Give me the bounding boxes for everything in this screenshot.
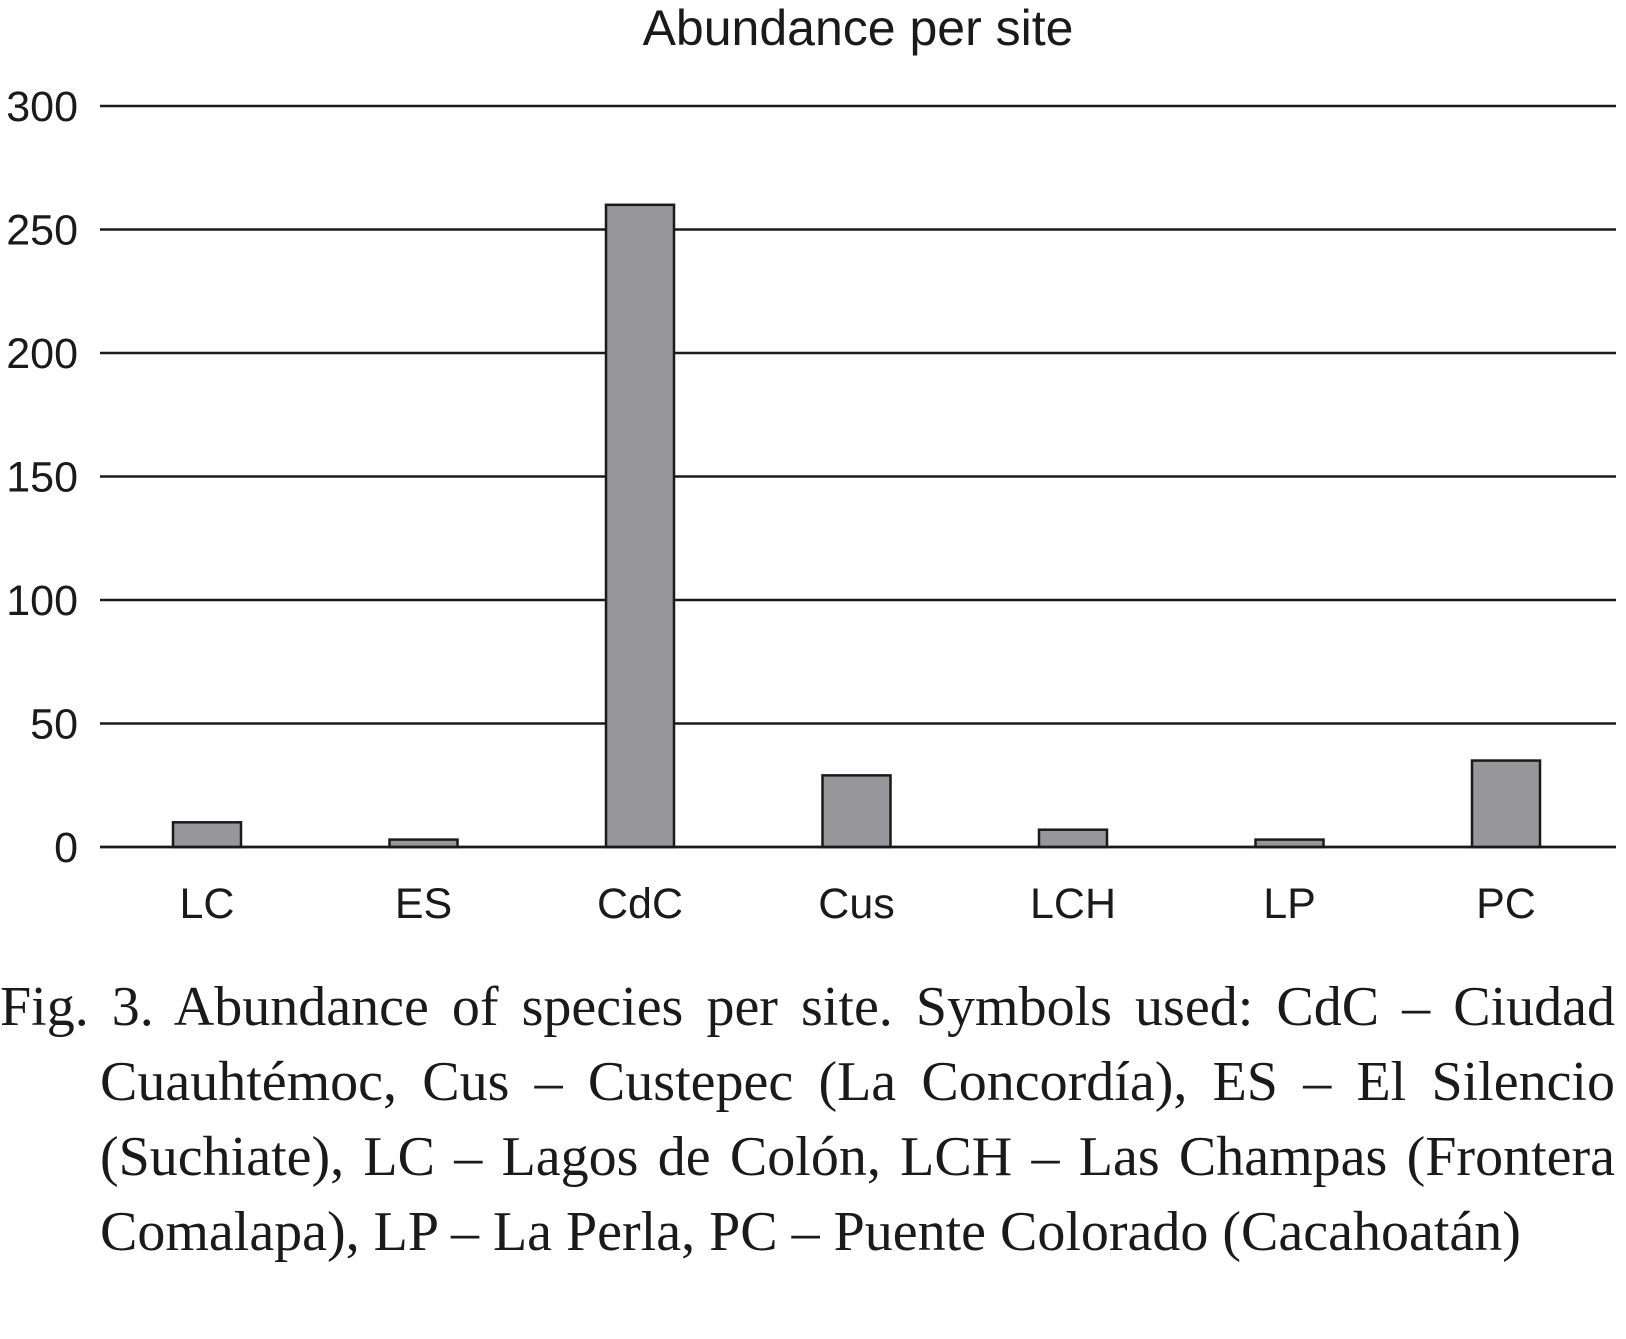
x-category-label: Cus <box>818 880 894 928</box>
y-tick-label: 50 <box>30 701 78 749</box>
bar-CdC <box>604 203 676 849</box>
y-tick-label: 300 <box>6 83 78 131</box>
x-category-label: LP <box>1263 880 1316 928</box>
y-tick-label: 100 <box>6 577 78 625</box>
x-category-label: LC <box>180 880 235 928</box>
gridlines <box>100 104 1616 849</box>
y-axis-tick-labels: 0 50 100 150 200 250 300 <box>6 83 78 872</box>
bar-PC <box>1470 759 1542 849</box>
x-category-label: PC <box>1476 880 1536 928</box>
bar-Cus <box>821 774 892 849</box>
y-tick-label: 250 <box>6 207 78 255</box>
bar-LC <box>171 821 243 849</box>
x-category-label: ES <box>395 880 452 928</box>
x-category-label: CdC <box>597 880 683 928</box>
bar-chart: Abundance per site 0 50 100 150 200 250 300 LC… <box>6 0 1616 928</box>
y-tick-label: 0 <box>54 824 78 872</box>
figure-caption: Fig. 3. Abundance of species per site. S… <box>0 976 1615 1263</box>
chart-title: Abundance per site <box>643 0 1074 56</box>
y-tick-label: 150 <box>6 454 78 502</box>
y-tick-label: 200 <box>6 330 78 378</box>
x-axis-category-labels: LC ES CdC Cus LCH LP PC <box>180 880 1536 928</box>
bars <box>100 203 1616 849</box>
bar-LCH <box>1037 828 1109 849</box>
x-category-label: LCH <box>1030 880 1116 928</box>
